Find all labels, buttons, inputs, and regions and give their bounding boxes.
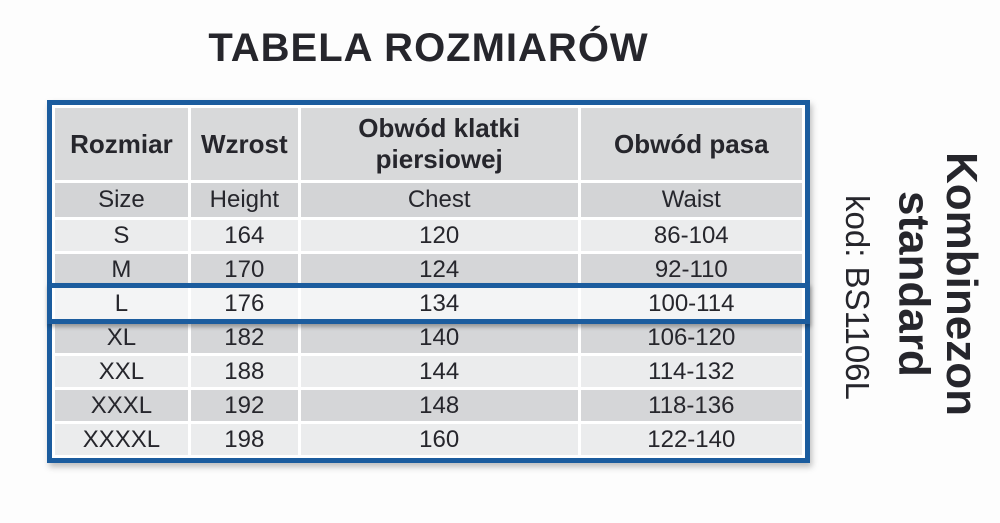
header-row-english: Size Height Chest Waist [55,183,802,217]
cell-chest: 120 [300,220,578,251]
header-cell-wzrost: Wzrost [190,108,298,180]
cell-size: M [55,254,188,285]
size-row-l: L 176 134 100-114 [55,288,802,319]
header-cell-rozmiar: Rozmiar [55,108,188,180]
cell-size: XXL [55,356,188,387]
page-title: TABELA ROZMIARÓW [208,26,649,70]
cell-chest: 134 [300,288,578,319]
subheader-cell-height: Height [190,183,298,217]
product-side-label: Kombinezon standard kod: BS1106L [800,98,986,470]
header-cell-obwod-klatki: Obwód klatki piersiowej [300,108,578,180]
size-row-xxxl: XXXL 192 148 118-136 [55,390,802,421]
header-cell-obwod-pasa: Obwód pasa [580,108,802,180]
cell-height: 192 [190,390,298,421]
product-name: Kombinezon standard [889,98,986,470]
cell-waist: 92-110 [580,254,802,285]
cell-height: 188 [190,356,298,387]
cell-size: L [55,288,188,319]
header-row-polish: Rozmiar Wzrost Obwód klatki piersiowej O… [55,108,802,180]
size-table-body: S 164 120 86-104 M 170 124 92-110 L 176 134 100-114… [55,220,802,455]
cell-waist: 122-140 [580,424,802,455]
cell-height: 182 [190,322,298,353]
size-row-xl: XL 182 140 106-120 [55,322,802,353]
size-row-m: M 170 124 92-110 [55,254,802,285]
cell-height: 198 [190,424,298,455]
size-table: Rozmiar Wzrost Obwód klatki piersiowej O… [47,100,810,463]
product-code: kod: BS1106L [838,194,876,400]
cell-chest: 140 [300,322,578,353]
product-name-line2: standard [889,191,939,377]
cell-chest: 160 [300,424,578,455]
cell-chest: 144 [300,356,578,387]
cell-waist: 106-120 [580,322,802,353]
cell-height: 176 [190,288,298,319]
cell-size: XL [55,322,188,353]
cell-chest: 148 [300,390,578,421]
cell-height: 170 [190,254,298,285]
cell-height: 164 [190,220,298,251]
size-table-container: Rozmiar Wzrost Obwód klatki piersiowej O… [47,100,810,463]
size-row-xxl: XXL 188 144 114-132 [55,356,802,387]
subheader-cell-chest: Chest [300,183,578,217]
subheader-cell-waist: Waist [580,183,802,217]
cell-chest: 124 [300,254,578,285]
cell-size: S [55,220,188,251]
cell-waist: 118-136 [580,390,802,421]
cell-waist: 86-104 [580,220,802,251]
cell-size: XXXXL [55,424,188,455]
cell-size: XXXL [55,390,188,421]
size-row-s: S 164 120 86-104 [55,220,802,251]
subheader-cell-size: Size [55,183,188,217]
cell-waist: 114-132 [580,356,802,387]
size-row-xxxxl: XXXXL 198 160 122-140 [55,424,802,455]
cell-waist: 100-114 [580,288,802,319]
product-name-line1: Kombinezon [937,152,986,416]
